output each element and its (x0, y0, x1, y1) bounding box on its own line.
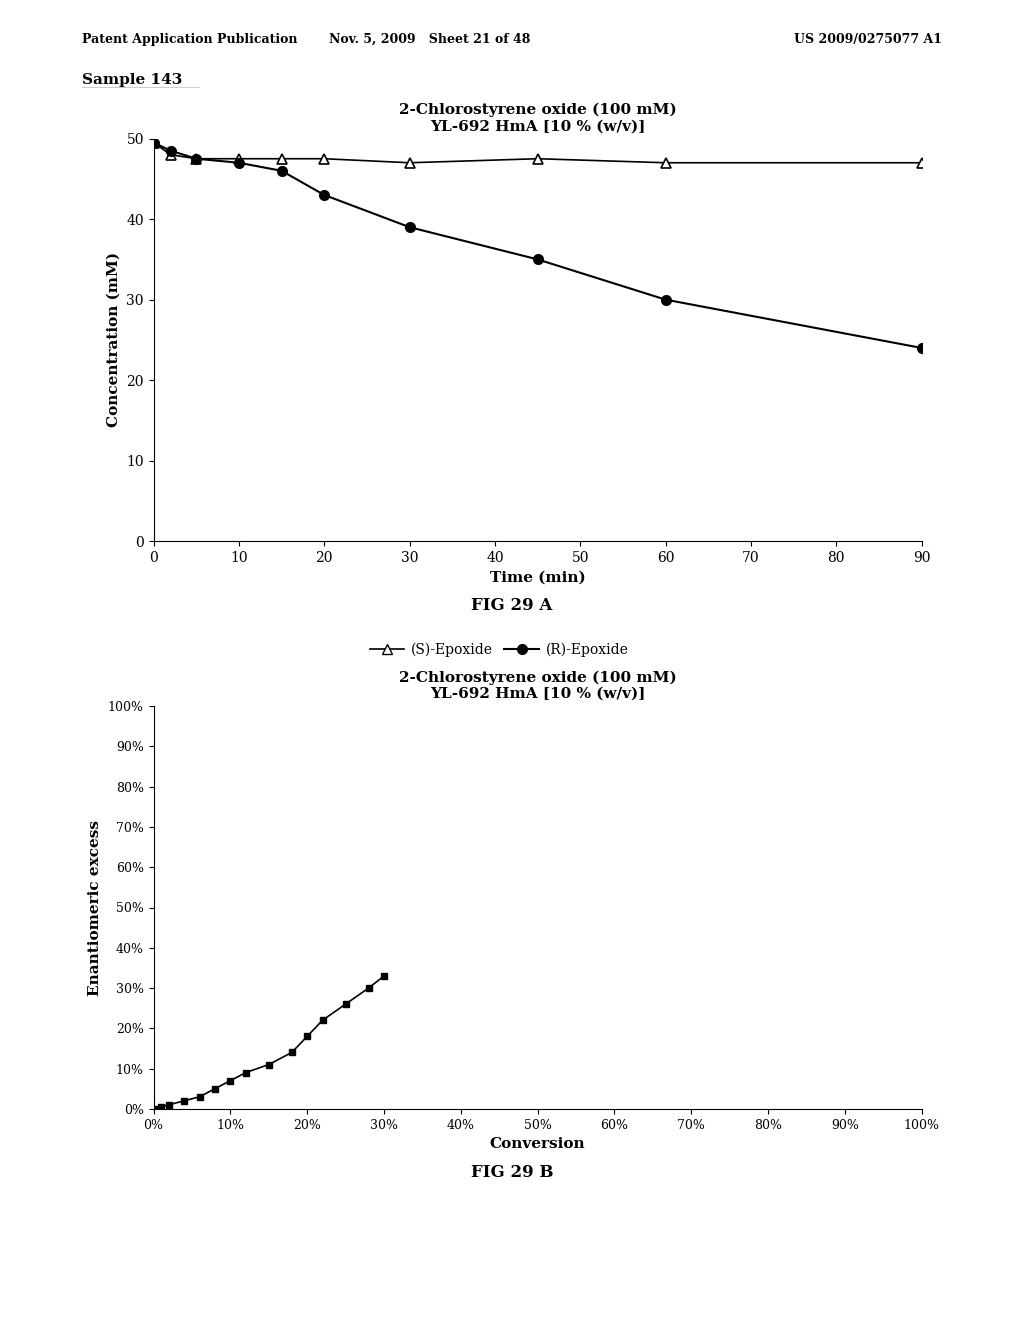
Title: 2-Chlorostyrene oxide (100 mM)
YL-692 HmA [10 % (w/v)]: 2-Chlorostyrene oxide (100 mM) YL-692 Hm… (398, 103, 677, 133)
Legend: (S)-Epoxide, (R)-Epoxide: (S)-Epoxide, (R)-Epoxide (364, 636, 635, 663)
Text: FIG 29 B: FIG 29 B (471, 1164, 553, 1181)
Text: Nov. 5, 2009   Sheet 21 of 48: Nov. 5, 2009 Sheet 21 of 48 (330, 33, 530, 46)
Text: FIG 29 A: FIG 29 A (471, 597, 553, 614)
X-axis label: Time (min): Time (min) (489, 570, 586, 585)
Text: Sample 143: Sample 143 (82, 73, 182, 87)
X-axis label: Conversion: Conversion (489, 1137, 586, 1151)
Title: 2-Chlorostyrene oxide (100 mM)
YL-692 HmA [10 % (w/v)]: 2-Chlorostyrene oxide (100 mM) YL-692 Hm… (398, 671, 677, 701)
Y-axis label: Concentration (mM): Concentration (mM) (106, 252, 121, 428)
Text: US 2009/0275077 A1: US 2009/0275077 A1 (794, 33, 942, 46)
Y-axis label: Enantiomeric excess: Enantiomeric excess (88, 820, 102, 995)
Text: Patent Application Publication: Patent Application Publication (82, 33, 297, 46)
